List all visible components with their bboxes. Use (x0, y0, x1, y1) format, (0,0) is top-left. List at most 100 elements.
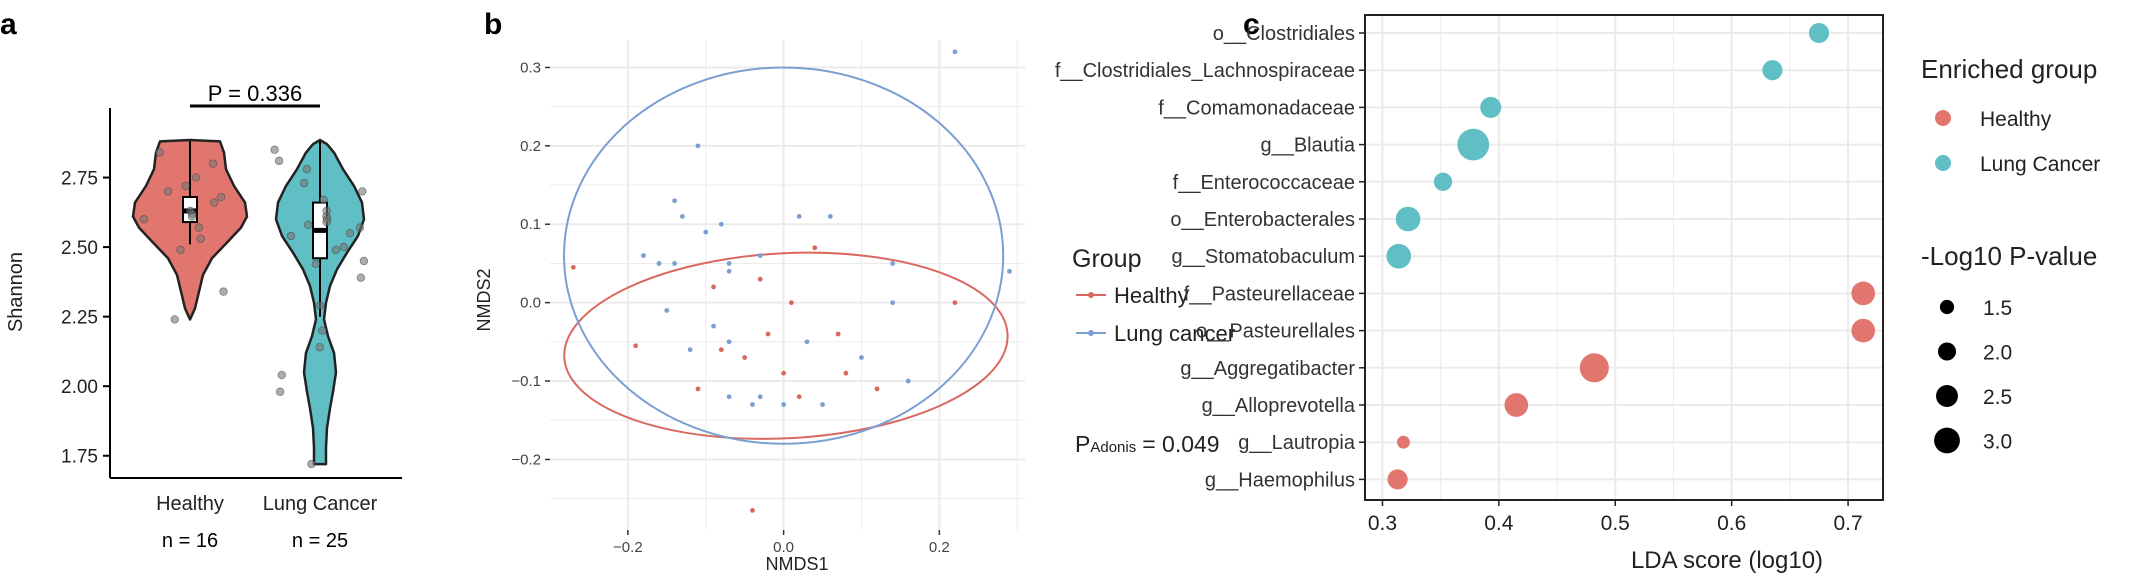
jitter-point (170, 315, 179, 324)
nmds-point-healthy (742, 355, 748, 360)
legend-c-size-key (1934, 427, 1960, 454)
b-ytick-label: 0.1 (520, 216, 541, 233)
taxon-label: o__Clostridiales (1213, 23, 1355, 45)
panel-b-label: b (484, 8, 502, 41)
nmds-point-lung-cancer (890, 261, 896, 266)
nmds-point-lung-cancer (656, 261, 662, 266)
jitter-point (191, 173, 201, 182)
lda-point (1387, 469, 1408, 490)
jitter-point (359, 256, 369, 266)
lda-point (1395, 206, 1421, 232)
nmds-point-lung-cancer (905, 378, 911, 384)
jitter-point (176, 245, 185, 255)
confidence-ellipse-healthy (563, 251, 1009, 440)
a-n-label: n = 16 (162, 530, 218, 552)
b-ytick-label: −0.2 (511, 451, 541, 468)
b-xtick-label: 0.2 (929, 539, 950, 556)
jitter-point (331, 245, 341, 255)
a-ytick-label: 1.75 (61, 447, 98, 468)
jitter-point (139, 215, 149, 224)
lda-point (1851, 281, 1876, 306)
nmds-point-lung-cancer (703, 229, 709, 235)
nmds-point-lung-cancer (695, 143, 701, 149)
c-xtick-label: 0.4 (1484, 512, 1514, 535)
b-xtick-label: −0.2 (613, 539, 643, 556)
taxon-label: f__Enterococcaceae (1173, 172, 1355, 194)
jitter-point (210, 198, 219, 207)
c-plot-bg (1365, 15, 1883, 500)
legend-c-color-key (1935, 110, 1951, 126)
taxon-label: f__Clostridiales_Lachnospiraceae (1055, 60, 1355, 82)
nmds-point-healthy (781, 370, 787, 376)
p-value-label: P = 0.336 (208, 81, 302, 106)
nmds-point-healthy (835, 331, 841, 337)
taxon-label: o__Enterobacterales (1170, 209, 1355, 231)
legend-c-size-key (1937, 342, 1957, 361)
panel-c-xlabel: LDA score (log10) (1631, 547, 1823, 574)
a-n-label: n = 25 (292, 530, 348, 552)
a-xtick-label: Lung Cancer (263, 493, 378, 515)
jitter-point (219, 287, 228, 296)
a-xtick-label: Healthy (156, 493, 224, 515)
jitter-point (311, 259, 320, 268)
legend-c-size-key (1936, 385, 1958, 407)
nmds-point-healthy (718, 347, 724, 353)
nmds-point-lung-cancer (757, 394, 763, 400)
legend-c-size-title: -Log10 P-value (1921, 241, 2097, 271)
lda-point (1386, 243, 1412, 269)
legend-c-group-label: Healthy (1980, 108, 2052, 131)
nmds-point-healthy (843, 370, 849, 376)
b-ytick-label: 0.2 (520, 138, 541, 155)
nmds-point-lung-cancer (1007, 268, 1012, 274)
nmds-point-healthy (750, 508, 755, 513)
a-ytick-label: 2.00 (61, 377, 98, 398)
panel-a: a 1.75 2.00 2.25 2.50 2.75 Healthy n = 16 Lung … (0, 8, 402, 552)
nmds-point-lung-cancer (804, 339, 810, 345)
jitter-point (274, 156, 284, 166)
jitter-point (356, 273, 366, 282)
lda-point (1579, 353, 1609, 383)
a-ytick-label: 2.50 (61, 238, 98, 259)
jitter-point (286, 231, 296, 241)
nmds-point-lung-cancer (711, 323, 716, 329)
taxon-label: g__Haemophilus (1205, 469, 1355, 491)
nmds-point-healthy (757, 276, 763, 282)
jitter-point (163, 187, 173, 196)
nmds-point-lung-cancer (781, 402, 787, 407)
jitter-point (208, 159, 218, 168)
c-xtick-label: 0.5 (1601, 512, 1630, 535)
confidence-ellipse-lung-cancer (563, 66, 1005, 445)
jitter-point (187, 212, 197, 221)
nmds-point-healthy (695, 386, 701, 392)
nmds-point-healthy (952, 300, 958, 306)
b-ytick-label: 0.3 (520, 59, 541, 76)
b-xtick-label: 0.0 (773, 539, 794, 556)
taxon-label: g__Stomatobaculum (1172, 246, 1355, 268)
c-xtick-label: 0.6 (1717, 512, 1746, 535)
a-ytick-label: 2.25 (61, 308, 98, 329)
lda-point (1457, 128, 1490, 161)
taxon-label: f__Comamonadaceae (1158, 97, 1355, 119)
jitter-point (196, 234, 205, 243)
nmds-point-lung-cancer (726, 261, 732, 266)
jitter-point (315, 301, 325, 310)
nmds-point-healthy (765, 331, 771, 337)
nmds-point-lung-cancer (726, 394, 732, 400)
panel-c-label: c (1243, 8, 1260, 41)
nmds-point-lung-cancer (726, 339, 732, 345)
legend-c-size-label: 3.0 (1983, 431, 2012, 454)
nmds-point-healthy (874, 386, 880, 392)
nmds-point-lung-cancer (820, 402, 825, 407)
nmds-point-lung-cancer (890, 300, 896, 306)
legend-c-size-label: 1.5 (1983, 297, 2012, 320)
jitter-point (299, 178, 309, 188)
adonis-p-value: PAdonis = 0.049 (1075, 431, 1220, 457)
nmds-point-lung-cancer (726, 268, 732, 274)
legend-b-label: Healthy (1114, 283, 1189, 308)
jitter-point (315, 343, 324, 352)
nmds-point-healthy (788, 300, 794, 306)
jitter-point (339, 242, 348, 252)
c-xtick-label: 0.3 (1368, 512, 1397, 535)
taxon-label: g__Aggregatibacter (1180, 358, 1355, 380)
